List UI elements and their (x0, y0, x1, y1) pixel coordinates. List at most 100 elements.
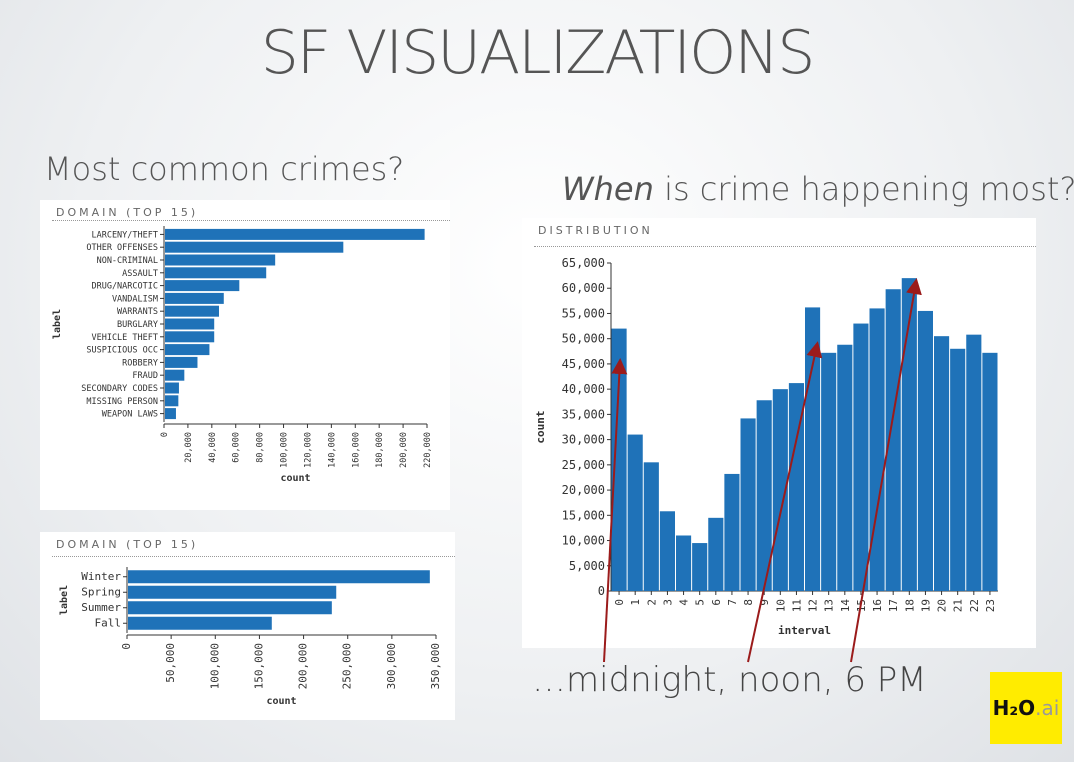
y-tick-label: Spring (81, 585, 121, 598)
bar-hour-12 (805, 307, 821, 591)
y-tick-label: NON-CRIMINAL (97, 256, 158, 266)
x-tick-label: 14 (839, 599, 852, 613)
y-tick-label: 15,000 (562, 508, 605, 522)
x-tick-label: 0 (160, 432, 170, 437)
y-tick-label: Summer (81, 601, 121, 614)
x-tick-label: 40,000 (208, 432, 218, 463)
x-tick-label: 22 (968, 599, 981, 612)
x-tick-label: 9 (758, 599, 771, 606)
bar-vehicle-theft (165, 331, 215, 343)
y-tick-label: 65,000 (562, 256, 605, 270)
x-tick-label: 150,000 (252, 643, 265, 689)
y-tick-label: VANDALISM (112, 294, 158, 304)
x-tick-label: 20 (936, 599, 949, 612)
x-tick-label: 200,000 (297, 643, 310, 689)
x-tick-label: 220,000 (423, 432, 433, 468)
season-chart: Winter Spring Summer Fall 0 50,000 100,000 150,… (59, 567, 442, 707)
x-axis-title: count (266, 696, 296, 707)
logo-suffix: .ai (1035, 696, 1060, 720)
bar-other-offenses (165, 241, 344, 253)
logo-main: H₂O (992, 696, 1036, 720)
bar-hour-18 (901, 278, 917, 591)
x-tick-label: 180,000 (375, 432, 385, 468)
y-tick-label: 60,000 (562, 281, 605, 295)
panel-title: DOMAIN (TOP 15) (56, 538, 199, 551)
heading-most-common-crimes: Most common crimes? (44, 150, 405, 188)
bar-robbery (165, 356, 198, 368)
x-tick-label: 19 (919, 599, 932, 612)
y-tick-label: 45,000 (562, 357, 605, 371)
caption-peak-times: …midnight, noon, 6 PM (532, 660, 927, 700)
y-tick-label: 5,000 (569, 559, 605, 573)
y-tick-label: 55,000 (562, 306, 605, 320)
season-panel: DOMAIN (TOP 15) Winter Spring Summer Fall 0 5… (40, 532, 455, 720)
bar-hour-17 (885, 289, 901, 591)
x-tick-label: 160,000 (351, 432, 361, 468)
bar-vandalism (165, 292, 224, 304)
y-tick-label: 30,000 (562, 433, 605, 447)
x-tick-label: 50,000 (164, 643, 177, 683)
bar-hour-20 (934, 336, 950, 591)
y-tick-label: 0 (598, 584, 605, 598)
bar-hour-22 (966, 334, 982, 591)
x-tick-label: 1 (629, 599, 642, 606)
panel-title: DISTRIBUTION (538, 224, 653, 237)
bar-larceny-theft (165, 228, 425, 240)
heading-when-emphasis: When (562, 170, 654, 208)
x-tick-label: 8 (742, 599, 755, 606)
bar-secondary-codes (165, 382, 179, 394)
bar-non-criminal (165, 254, 276, 266)
x-tick-label: 18 (903, 599, 916, 612)
x-tick-label: 7 (726, 599, 739, 606)
bar-hour-7 (724, 473, 740, 591)
x-tick-label: 16 (871, 599, 884, 612)
crime-category-panel: DOMAIN (TOP 15) LARCENY/THEFT OTHER OFFEN… (40, 200, 450, 510)
bar-fraud (165, 369, 185, 381)
y-tick-label: BURGLARY (117, 320, 158, 330)
y-tick-label: 50,000 (562, 332, 605, 346)
y-tick-label: WEAPON LAWS (102, 410, 158, 420)
y-tick-label: 20,000 (562, 483, 605, 497)
bar-hour-10 (772, 389, 788, 591)
bar-hour-16 (869, 308, 885, 591)
bar-burglary (165, 318, 215, 330)
y-tick-label: OTHER OFFENSES (86, 243, 158, 253)
h2o-logo: H₂O .ai (990, 672, 1062, 744)
y-tick-label: MISSING PERSON (86, 397, 158, 407)
y-tick-label: 35,000 (562, 407, 605, 421)
y-axis-title: label (59, 585, 70, 615)
x-axis-title: count (280, 473, 310, 484)
y-tick-label: FRAUD (132, 371, 158, 381)
x-tick-label: 0 (613, 599, 626, 606)
x-tick-label: 10 (774, 599, 787, 612)
bar-drug-narcotic (165, 280, 240, 292)
y-tick-label: SECONDARY CODES (81, 384, 158, 394)
y-tick-label: SUSPICIOUS OCC (86, 346, 158, 356)
x-tick-label: 20,000 (184, 432, 194, 463)
heading-when-crime-happens: When is crime happening most? (562, 170, 1074, 208)
x-tick-label: 120,000 (303, 432, 313, 468)
x-tick-label: 140,000 (327, 432, 337, 468)
hour-distribution-chart: 0 1 2 3 4 5 6 7 8 9 10 11 12 13 14 15 16 17 18 19 20 21 22 2305… (534, 256, 998, 637)
x-tick-label: 5 (694, 599, 707, 606)
bar-hour-13 (821, 352, 837, 591)
x-tick-label: 13 (823, 599, 836, 612)
slide-title: SF VISUALIZATIONS (260, 18, 816, 88)
x-tick-label: 350,000 (429, 643, 442, 689)
x-tick-label: 60,000 (232, 432, 242, 463)
y-tick-label: ASSAULT (122, 269, 158, 279)
y-tick-label: 25,000 (562, 458, 605, 472)
bar-hour-3 (659, 511, 675, 591)
y-axis-title: label (52, 309, 63, 339)
x-tick-label: 11 (790, 599, 803, 612)
x-tick-label: 250,000 (341, 643, 354, 689)
y-tick-label: VEHICLE THEFT (91, 333, 158, 343)
bar-hour-11 (788, 383, 804, 591)
bar-hour-5 (692, 543, 708, 591)
heading-when-rest: is crime happening most? (653, 170, 1074, 208)
x-tick-label: 15 (855, 599, 868, 612)
x-tick-label: 4 (678, 599, 691, 606)
bar-hour-14 (837, 344, 853, 591)
x-tick-label: 300,000 (385, 643, 398, 689)
bar-warrants (165, 305, 219, 317)
